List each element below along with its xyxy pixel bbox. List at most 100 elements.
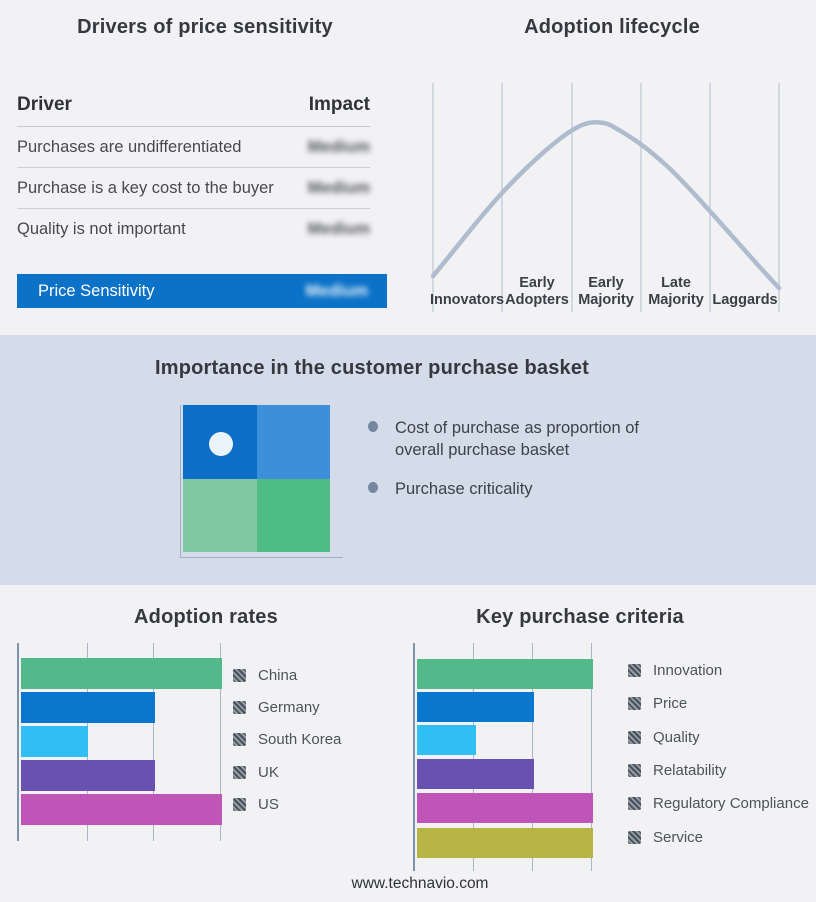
bar-south-korea [21, 726, 88, 757]
bell-curve-line [430, 120, 782, 291]
legend-item: Quality [628, 721, 809, 754]
hatched-swatch-icon [233, 733, 246, 747]
gridline [473, 643, 474, 871]
gridline [591, 643, 592, 871]
quadrant-y-axis [180, 405, 181, 558]
legend-label: China [258, 666, 298, 684]
plot-area [19, 643, 222, 841]
drivers-table: Driver Impact Purchases are undifferenti… [17, 92, 387, 308]
legend-item: US [233, 788, 341, 820]
hatched-swatch-icon [628, 797, 641, 811]
y-axis-line [413, 643, 415, 871]
adoption-lifecycle-chart: Innovators Early Adopters Early Majority… [430, 83, 782, 312]
bar-germany [21, 692, 155, 723]
impact-column-header: Impact [308, 94, 370, 115]
legend-item: Relatability [628, 754, 809, 787]
legend-label: Quality [653, 728, 700, 746]
driver-cell: Purchase is a key cost to the buyer [17, 179, 274, 197]
hatched-swatch-icon [628, 730, 641, 744]
stage-label-laggards: Laggards [712, 292, 777, 308]
legend-item: China [233, 659, 341, 691]
hatched-swatch-icon [233, 668, 246, 682]
bar-service [417, 828, 593, 858]
legend-label: UK [258, 763, 279, 781]
bar-innovation [417, 659, 593, 689]
driver-cell: Price Sensitivity [38, 281, 155, 300]
legend-label: Price [653, 695, 688, 713]
price-sensitivity-highlight-row: Price Sensitivity Medium [17, 274, 387, 308]
basket-band [0, 335, 816, 585]
bar-quality [417, 725, 476, 755]
legend-item: Service [628, 820, 809, 853]
y-axis-line [17, 643, 19, 841]
hatched-swatch-icon [233, 700, 246, 714]
hatched-swatch-icon [628, 830, 641, 844]
website-footer: www.technavio.com [351, 875, 489, 892]
bar-price [417, 692, 535, 722]
stage-label-early-adopters-line2: Adopters [505, 292, 569, 308]
lifecycle-gridlines [432, 83, 780, 312]
legend-item: UK [233, 756, 341, 788]
driver-cell: Quality is not important [17, 220, 186, 238]
adoption-rates-chart [17, 643, 227, 841]
bar-china [21, 658, 222, 689]
table-row: Purchases are undifferentiated Medium [17, 127, 370, 168]
stage-label-innovators: Innovators [430, 292, 504, 308]
legend-label: Regulatory Compliance [653, 795, 809, 813]
bar-us [21, 794, 222, 825]
legend-label: Innovation [653, 662, 723, 680]
key-purchase-criteria-title: Key purchase criteria [476, 606, 684, 628]
impact-cell-blurred: Medium [307, 220, 370, 238]
bar-regulatory-compliance [417, 793, 593, 823]
table-row: Purchase is a key cost to the buyer Medi… [17, 168, 370, 209]
bullet-text: Purchase criticality [395, 480, 533, 498]
key-purchase-criteria-chart [413, 643, 598, 871]
quadrant-top-right [256, 405, 330, 479]
stage-label-early-majority-line1: Early [588, 275, 623, 291]
purchase-basket-quadrant [183, 405, 330, 552]
quadrant-bottom-right [256, 478, 330, 552]
legend-label: US [258, 795, 279, 813]
quadrant-top-left [183, 405, 257, 479]
gridline [153, 643, 154, 841]
adoption-rates-title: Adoption rates [134, 606, 278, 628]
hatched-swatch-icon [628, 764, 641, 778]
legend-label: South Korea [258, 731, 342, 749]
legend-label: Relatability [653, 762, 727, 780]
stage-label-late-majority-line2: Majority [648, 292, 704, 308]
quadrant-marker-dot-icon [209, 432, 233, 456]
bullet-text: Cost of purchase as proportion of overal… [395, 419, 639, 459]
legend-item: Regulatory Compliance [628, 787, 809, 820]
basket-panel-title: Importance in the customer purchase bask… [154, 357, 590, 379]
hatched-swatch-icon [233, 765, 246, 779]
legend-item: Germany [233, 691, 341, 723]
bar-uk [21, 760, 155, 791]
table-row: Quality is not important Medium [17, 209, 370, 253]
hatched-swatch-icon [628, 697, 641, 711]
driver-cell: Purchases are undifferentiated [17, 138, 242, 156]
stage-label-early-majority-line2: Majority [578, 292, 634, 308]
legend-item: Price [628, 687, 809, 720]
legend-item: Innovation [628, 654, 809, 687]
list-item: Purchase criticality [368, 478, 647, 500]
adoption-rates-legend: China Germany South Korea UK US [233, 659, 341, 820]
stage-label-late-majority-line1: Late [661, 275, 691, 291]
driver-column-header: Driver [17, 94, 72, 115]
hatched-swatch-icon [628, 664, 641, 678]
drivers-table-header: Driver Impact [17, 92, 370, 127]
gridline [220, 643, 221, 841]
bullet-dot-icon [368, 421, 378, 432]
legend-label: Germany [258, 698, 320, 716]
bullet-dot-icon [368, 482, 378, 493]
lifecycle-panel-title: Adoption lifecycle [524, 16, 700, 38]
list-item: Cost of purchase as proportion of overal… [368, 417, 647, 461]
gridline [532, 643, 533, 871]
key-purchase-criteria-legend: Innovation Price Quality Relatability Re… [628, 654, 809, 854]
quadrant-x-axis [180, 557, 343, 558]
bar-relatability [417, 759, 535, 789]
legend-item: South Korea [233, 724, 341, 756]
quadrant-bottom-left [183, 478, 257, 552]
drivers-panel-title: Drivers of price sensitivity [77, 16, 333, 38]
impact-cell-blurred: Medium [305, 281, 368, 300]
